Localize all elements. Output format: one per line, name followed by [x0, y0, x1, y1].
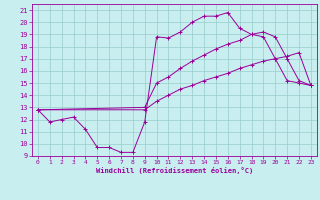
X-axis label: Windchill (Refroidissement éolien,°C): Windchill (Refroidissement éolien,°C) — [96, 167, 253, 174]
